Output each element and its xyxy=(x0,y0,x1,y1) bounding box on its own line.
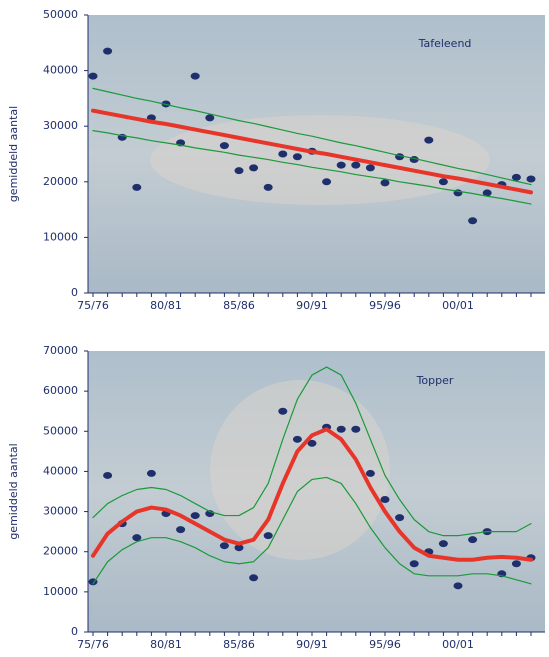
y-tick-label: 30000 xyxy=(43,119,78,132)
data-point xyxy=(103,47,113,55)
data-point xyxy=(438,540,448,548)
data-point xyxy=(88,72,98,80)
data-point xyxy=(249,574,259,582)
x-tick-label: 90/91 xyxy=(296,638,328,651)
y-tick-label: 20000 xyxy=(43,545,78,558)
x-tick-label: 95/96 xyxy=(369,299,401,312)
annotation: Tafeleend xyxy=(418,37,472,50)
x-tick-label: 85/86 xyxy=(223,299,255,312)
data-point xyxy=(351,161,361,169)
data-point xyxy=(307,439,317,447)
data-point xyxy=(249,164,259,172)
data-point xyxy=(146,469,156,477)
data-point xyxy=(380,496,390,504)
y-tick-label: 20000 xyxy=(43,175,78,188)
data-point xyxy=(278,150,288,158)
data-point xyxy=(453,582,463,590)
y-tick-label: 0 xyxy=(71,286,78,299)
y-tick-label: 10000 xyxy=(43,230,78,243)
data-point xyxy=(292,153,302,161)
data-point xyxy=(234,544,244,552)
data-point xyxy=(219,142,229,150)
y-tick-label: 60000 xyxy=(43,384,78,397)
data-point xyxy=(219,542,229,550)
data-point xyxy=(234,167,244,175)
data-point xyxy=(190,512,200,520)
data-point xyxy=(336,161,346,169)
y-tick-label: 0 xyxy=(71,625,78,638)
x-tick-label: 80/81 xyxy=(150,638,182,651)
y-tick-label: 70000 xyxy=(43,344,78,357)
data-point xyxy=(351,425,361,433)
x-tick-label: 00/01 xyxy=(442,638,474,651)
data-point xyxy=(205,114,215,122)
x-tick-label: 75/76 xyxy=(77,299,109,312)
data-point xyxy=(263,532,273,540)
confidence-line xyxy=(92,476,532,585)
data-point xyxy=(365,469,375,477)
trend-line xyxy=(91,427,533,562)
data-point xyxy=(176,526,186,534)
y-tick-label: 30000 xyxy=(43,505,78,518)
data-point xyxy=(511,560,521,568)
confidence-line xyxy=(92,87,532,186)
y-tick-label: 40000 xyxy=(43,464,78,477)
photo-bird xyxy=(210,380,390,560)
data-point xyxy=(322,178,332,186)
confidence-line xyxy=(92,130,532,205)
data-point xyxy=(190,72,200,80)
data-point xyxy=(409,560,419,568)
y-tick-label: 50000 xyxy=(43,8,78,21)
data-point xyxy=(380,179,390,187)
data-point xyxy=(132,534,142,542)
data-point xyxy=(336,425,346,433)
x-tick-label: 00/01 xyxy=(442,299,474,312)
data-point xyxy=(365,164,375,172)
y-tick-label: 40000 xyxy=(43,64,78,77)
y-axis-label: gemiddeld aantal xyxy=(7,443,20,539)
data-point xyxy=(424,136,434,144)
data-point xyxy=(103,471,113,479)
trend-line xyxy=(91,108,533,195)
x-tick-label: 95/96 xyxy=(369,638,401,651)
y-axis-label: gemiddeld aantal xyxy=(7,106,20,202)
data-point xyxy=(278,407,288,415)
data-point xyxy=(292,435,302,443)
data-point xyxy=(438,178,448,186)
data-point xyxy=(395,514,405,522)
x-tick-label: 90/91 xyxy=(296,299,328,312)
data-point xyxy=(132,183,142,191)
y-tick-label: 50000 xyxy=(43,424,78,437)
data-point xyxy=(482,189,492,197)
photo-bird xyxy=(150,115,490,205)
x-tick-label: 85/86 xyxy=(223,638,255,651)
data-point xyxy=(263,183,273,191)
x-tick-label: 80/81 xyxy=(150,299,182,312)
data-point xyxy=(468,217,478,225)
confidence-line xyxy=(92,366,532,537)
y-tick-label: 10000 xyxy=(43,585,78,598)
data-point xyxy=(511,173,521,181)
data-point xyxy=(468,536,478,544)
data-point xyxy=(526,175,536,183)
x-tick-label: 75/76 xyxy=(77,638,109,651)
annotation: Topper xyxy=(416,374,454,387)
